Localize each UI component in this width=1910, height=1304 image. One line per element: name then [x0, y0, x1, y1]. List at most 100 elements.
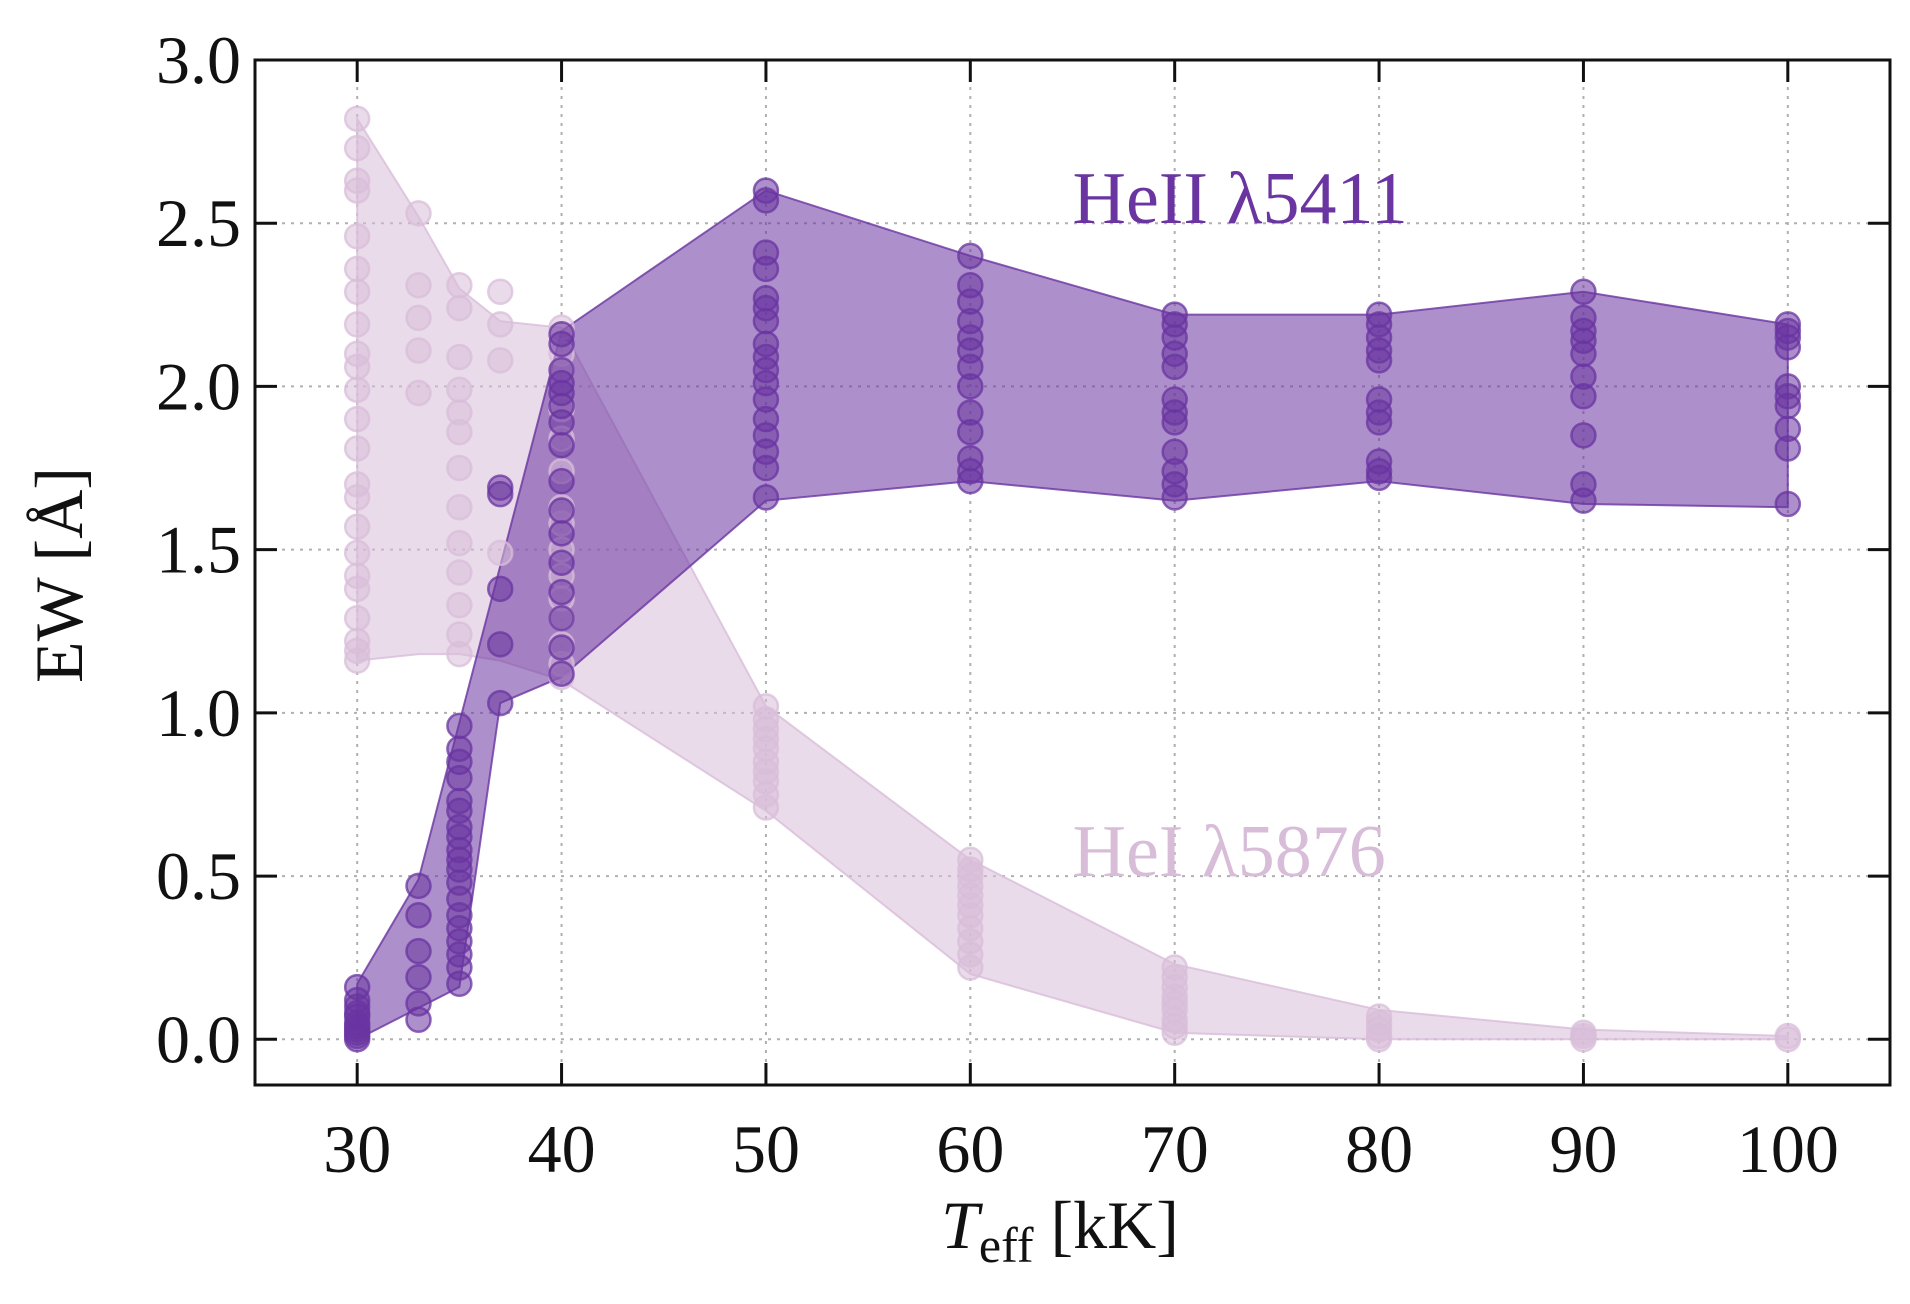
series-points — [343, 105, 1802, 1053]
y-axis-title: EW [Å] — [21, 467, 97, 683]
data-point — [446, 493, 473, 521]
y-tick-label: 3.0 — [156, 22, 241, 98]
data-point — [1161, 353, 1188, 381]
x-tick-label: 60 — [936, 1111, 1004, 1187]
data-point — [446, 343, 473, 371]
data-point — [752, 794, 780, 821]
data-point — [343, 575, 371, 603]
series-label: HeI λ5876 — [1073, 811, 1386, 893]
data-point — [957, 242, 984, 270]
x-tick-label: 40 — [528, 1111, 596, 1187]
data-point — [1161, 484, 1188, 511]
data-point — [405, 872, 432, 900]
x-axis-title-unit: [kK] — [1034, 1187, 1179, 1263]
data-point — [446, 271, 473, 299]
data-point — [446, 764, 473, 792]
data-point — [1161, 1019, 1188, 1047]
data-point — [548, 431, 575, 459]
data-point — [343, 484, 371, 511]
data-point — [343, 405, 371, 433]
data-point — [343, 353, 371, 381]
data-point — [548, 497, 575, 524]
data-point — [548, 660, 575, 687]
y-tick-label: 2.0 — [156, 348, 241, 424]
data-point — [405, 337, 432, 364]
data-point — [446, 591, 473, 619]
data-point — [752, 255, 780, 283]
data-point — [1365, 1026, 1393, 1053]
axes — [253, 58, 1892, 1087]
data-point — [957, 373, 984, 400]
data-point — [487, 347, 514, 374]
data-point — [1774, 490, 1802, 518]
y-tick-label: 1.0 — [156, 675, 241, 751]
data-point — [1365, 347, 1393, 374]
y-tick-label: 2.5 — [156, 185, 241, 261]
data-point — [487, 631, 514, 658]
data-point — [343, 177, 371, 204]
data-point — [343, 1026, 371, 1053]
data-point — [343, 311, 371, 338]
data-point — [343, 105, 371, 133]
data-point — [343, 513, 371, 541]
data-point — [957, 954, 984, 981]
data-point — [446, 418, 473, 446]
data-point — [548, 549, 575, 576]
data-point — [343, 134, 371, 162]
data-point — [487, 480, 514, 508]
data-point — [548, 578, 575, 606]
data-point — [1570, 340, 1597, 368]
data-point — [1570, 487, 1597, 514]
data-point — [405, 937, 432, 965]
data-point — [1774, 392, 1802, 420]
tick-labels: 30 40 50 60 70 80 90 100 0.0 0.5 1.0 1.5 2.0 2.5 3.0 — [156, 22, 1839, 1187]
data-point — [548, 467, 575, 495]
data-point — [487, 539, 514, 567]
x-tick-label: 80 — [1345, 1111, 1413, 1187]
data-point — [343, 604, 371, 632]
series-label: HeII λ5411 — [1073, 158, 1408, 240]
data-point — [548, 409, 575, 436]
y-tick-label: 0.5 — [156, 838, 241, 914]
x-tick-label: 30 — [323, 1111, 391, 1187]
x-tick-label: 70 — [1141, 1111, 1209, 1187]
data-point — [446, 529, 473, 557]
data-point — [957, 418, 984, 446]
data-point — [548, 330, 575, 358]
data-point — [548, 634, 575, 661]
data-point — [405, 271, 432, 299]
data-point — [957, 467, 984, 495]
data-point — [343, 647, 371, 674]
data-point — [752, 454, 780, 482]
plot-frame — [253, 58, 1892, 1087]
data-point — [487, 311, 514, 338]
y-tick-label: 1.5 — [156, 512, 241, 588]
data-point — [446, 640, 473, 668]
data-point — [1774, 334, 1802, 361]
data-point — [752, 484, 780, 511]
data-point — [1570, 278, 1597, 306]
data-point — [405, 379, 432, 407]
data-point — [1774, 435, 1802, 462]
data-point — [446, 712, 473, 740]
series-labels: HeI λ5876 HeII λ5411 — [1073, 158, 1408, 893]
data-point — [548, 604, 575, 632]
data-point — [752, 307, 780, 335]
data-point — [548, 520, 575, 547]
data-point — [1570, 1026, 1597, 1053]
data-point — [446, 294, 473, 322]
data-point — [405, 1006, 432, 1033]
data-point — [446, 559, 473, 586]
x-axis-title: Teff [kK] — [941, 1187, 1179, 1273]
data-point — [405, 200, 432, 227]
data-point — [343, 435, 371, 462]
data-point — [343, 539, 371, 567]
data-point — [343, 255, 371, 283]
data-point — [1570, 422, 1597, 449]
x-tick-label: 50 — [732, 1111, 800, 1187]
data-point — [1570, 382, 1597, 410]
data-point — [343, 278, 371, 306]
data-point — [487, 575, 514, 603]
